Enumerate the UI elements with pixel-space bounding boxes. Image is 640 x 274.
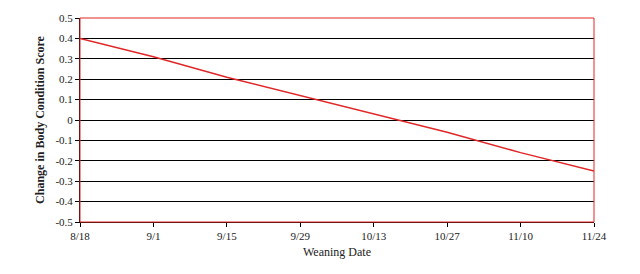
- svg-text:-0.2: -0.2: [55, 155, 72, 167]
- svg-text:0.1: 0.1: [59, 93, 73, 105]
- svg-text:-0.4: -0.4: [55, 195, 73, 207]
- svg-text:9/15: 9/15: [217, 230, 237, 242]
- svg-text:0: 0: [67, 114, 73, 126]
- svg-text:9/1: 9/1: [146, 230, 160, 242]
- svg-text:Weaning Date: Weaning Date: [303, 245, 371, 259]
- svg-text:Change in Body Condition Score: Change in Body Condition Score: [33, 35, 47, 203]
- svg-text:9/29: 9/29: [291, 230, 311, 242]
- svg-text:11/10: 11/10: [508, 230, 533, 242]
- svg-text:10/27: 10/27: [435, 230, 461, 242]
- svg-text:0.2: 0.2: [59, 73, 73, 85]
- svg-text:10/13: 10/13: [361, 230, 387, 242]
- svg-text:0.4: 0.4: [59, 32, 73, 44]
- svg-text:11/24: 11/24: [582, 230, 607, 242]
- svg-text:-0.5: -0.5: [55, 216, 73, 228]
- svg-text:8/18: 8/18: [70, 230, 90, 242]
- svg-text:-0.3: -0.3: [55, 175, 73, 187]
- svg-text:0.3: 0.3: [59, 53, 73, 65]
- svg-text:0.5: 0.5: [59, 12, 73, 24]
- svg-text:-0.1: -0.1: [55, 134, 72, 146]
